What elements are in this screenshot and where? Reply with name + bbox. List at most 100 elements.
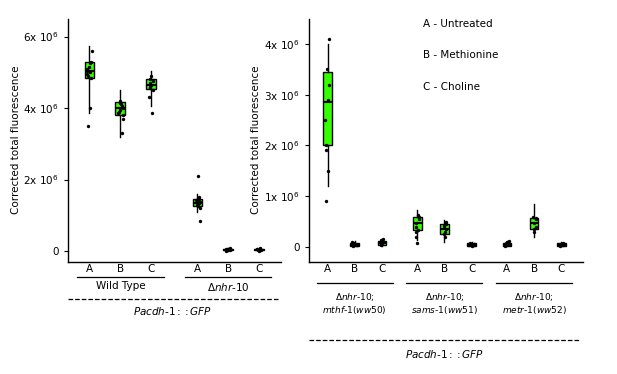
Point [529, 229, 539, 235]
Point [118, 116, 128, 122]
Point [465, 240, 475, 246]
Point [378, 236, 388, 242]
Point [500, 242, 510, 248]
Point [255, 246, 265, 252]
Text: $Pacdh$-$1::GFP$: $Pacdh$-$1::GFP$ [405, 348, 484, 360]
Point [192, 202, 202, 208]
Point [255, 246, 265, 252]
Text: B: B [441, 264, 448, 275]
Point [222, 247, 231, 253]
Point [83, 71, 93, 77]
Point [225, 245, 235, 251]
Text: C - Choline: C - Choline [423, 82, 479, 92]
Point [349, 243, 358, 249]
Point [469, 241, 479, 247]
Point [558, 240, 568, 246]
Text: B - Methionine: B - Methionine [423, 50, 498, 61]
Point [411, 229, 421, 235]
Point [441, 221, 451, 227]
Point [146, 82, 156, 88]
Point [414, 216, 424, 222]
Point [413, 212, 423, 218]
Point [83, 123, 93, 129]
Point [352, 242, 362, 248]
Point [347, 239, 357, 245]
Bar [146, 79, 156, 89]
Point [503, 238, 513, 244]
Point [439, 232, 449, 237]
Bar [557, 243, 566, 246]
Point [144, 94, 154, 100]
Point [321, 198, 331, 204]
Point [500, 240, 510, 246]
Text: $\Delta nhr$-$10;$
$sams$-$1(ww51)$: $\Delta nhr$-$10;$ $sams$-$1(ww51)$ [411, 291, 478, 316]
Point [221, 248, 231, 254]
Point [86, 75, 96, 81]
Point [117, 103, 126, 109]
Point [146, 73, 155, 79]
Point [222, 246, 231, 252]
Point [439, 234, 449, 240]
Bar [530, 218, 539, 229]
Text: A: A [86, 264, 93, 274]
Point [225, 247, 234, 253]
Bar [254, 249, 264, 250]
Text: $\Delta nhr$-$10$: $\Delta nhr$-$10$ [207, 281, 250, 293]
Point [223, 246, 233, 252]
Text: $\Delta nhr$-$10;$
$mthf$-$1(ww50)$: $\Delta nhr$-$10;$ $mthf$-$1(ww50)$ [323, 291, 387, 316]
Point [411, 220, 421, 226]
Point [194, 194, 204, 200]
Point [84, 64, 94, 70]
Point [413, 227, 423, 233]
Point [148, 78, 158, 84]
Point [116, 101, 126, 107]
Point [118, 112, 128, 118]
Point [441, 226, 451, 232]
Point [114, 109, 124, 115]
Point [85, 69, 94, 75]
Point [467, 240, 477, 246]
Point [146, 80, 155, 86]
Point [557, 242, 566, 248]
Point [255, 247, 265, 253]
Point [529, 220, 539, 226]
Point [194, 200, 204, 206]
Text: B: B [531, 264, 537, 275]
Point [412, 234, 421, 240]
Point [194, 198, 204, 204]
Point [531, 215, 541, 221]
Text: B: B [225, 264, 232, 274]
Point [193, 203, 203, 209]
Point [254, 248, 264, 254]
Point [555, 243, 565, 249]
Text: A: A [413, 264, 421, 275]
Point [376, 242, 386, 248]
Bar [350, 243, 359, 246]
Point [321, 147, 331, 153]
Point [557, 241, 567, 247]
Point [252, 246, 262, 252]
Point [195, 205, 205, 211]
Point [115, 107, 125, 113]
Point [323, 97, 333, 103]
Point [376, 241, 386, 247]
Point [255, 245, 265, 251]
Point [439, 223, 449, 229]
Point [441, 219, 450, 225]
Point [321, 142, 331, 148]
Text: $\Delta nhr$-$10;$
$metr$-$1(ww52)$: $\Delta nhr$-$10;$ $metr$-$1(ww52)$ [502, 291, 566, 316]
Point [86, 60, 96, 66]
Point [223, 247, 233, 253]
Text: C: C [147, 264, 155, 274]
Text: B: B [351, 264, 358, 275]
Bar [193, 199, 202, 206]
Point [256, 247, 266, 253]
Text: C: C [378, 264, 386, 275]
Point [376, 237, 386, 243]
Point [376, 239, 386, 245]
Point [118, 105, 128, 111]
Point [221, 246, 231, 252]
Bar [323, 72, 332, 145]
Point [148, 87, 158, 93]
Point [147, 110, 157, 116]
